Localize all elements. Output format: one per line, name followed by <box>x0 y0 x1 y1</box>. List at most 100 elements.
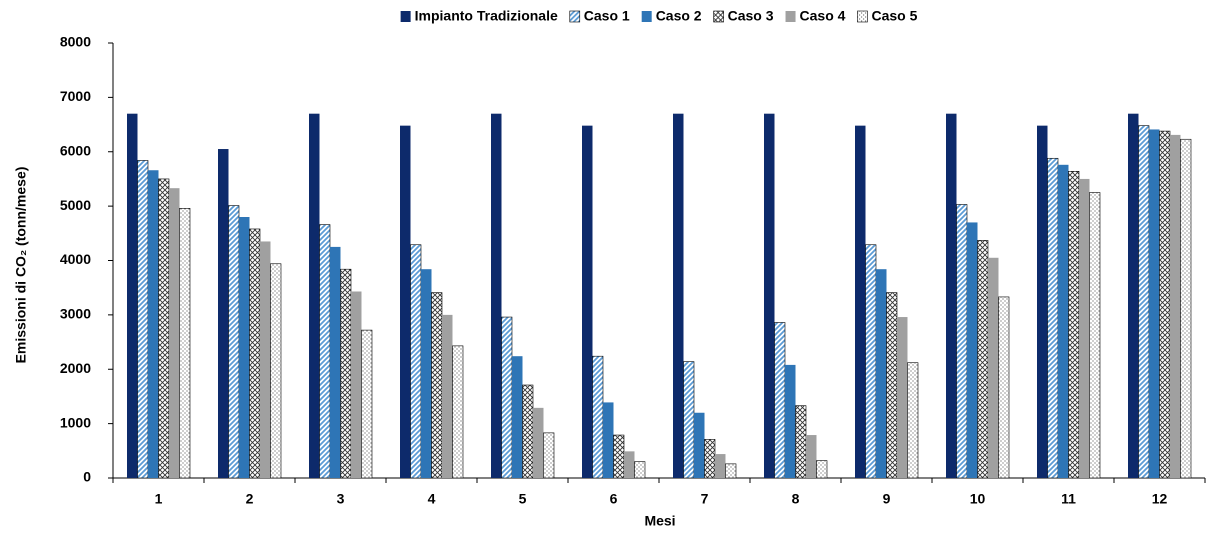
bar <box>956 204 968 479</box>
bar <box>1058 164 1069 479</box>
bar <box>218 149 229 478</box>
y-tick-label: 6000 <box>60 142 91 158</box>
bar <box>351 291 362 478</box>
bar <box>876 269 887 478</box>
bar <box>1138 125 1150 479</box>
bar <box>319 224 331 479</box>
bar <box>431 292 443 479</box>
legend-label: Caso 2 <box>656 8 702 24</box>
bar <box>855 125 866 479</box>
y-tick-label: 4000 <box>60 251 91 267</box>
bar <box>1037 125 1048 479</box>
bar <box>865 244 877 479</box>
bar <box>239 217 250 478</box>
bar <box>543 432 555 479</box>
bar <box>270 263 282 479</box>
legend-label: Caso 3 <box>728 8 774 24</box>
legend-swatch <box>785 11 796 22</box>
bar <box>725 463 737 479</box>
legend-label: Caso 5 <box>871 8 917 24</box>
bar <box>249 228 261 479</box>
bar <box>785 364 796 478</box>
legend-swatch <box>569 10 581 23</box>
bar <box>491 113 502 478</box>
bar <box>592 355 604 479</box>
y-tick-label: 2000 <box>60 360 91 376</box>
bar <box>673 113 684 478</box>
bar <box>897 317 908 478</box>
legend-swatch <box>400 11 411 22</box>
bar <box>421 269 432 478</box>
y-axis-label: Emissioni di CO₂ (tonn/mese) <box>13 167 29 364</box>
bar <box>907 362 919 479</box>
bar <box>522 384 534 479</box>
x-tick-label: 4 <box>428 491 436 507</box>
bar <box>603 402 614 478</box>
legend-swatch <box>713 10 724 23</box>
bar <box>1079 178 1090 478</box>
bar <box>694 412 705 478</box>
x-tick-label: 6 <box>610 491 618 507</box>
bar <box>624 451 635 478</box>
bar <box>452 345 464 479</box>
x-tick-label: 8 <box>792 491 800 507</box>
bar <box>683 361 695 479</box>
bar <box>260 241 271 478</box>
x-tick-label: 2 <box>246 491 254 507</box>
bar <box>988 257 999 478</box>
bar <box>634 461 646 479</box>
bar <box>169 188 180 478</box>
legend-swatch <box>641 11 652 22</box>
bar <box>512 356 523 478</box>
bar <box>977 240 989 479</box>
y-tick-label: 7000 <box>60 88 91 104</box>
bar <box>806 435 817 478</box>
bar <box>613 434 625 479</box>
bar <box>946 113 957 478</box>
bar <box>127 113 138 478</box>
legend-label: Impianto Tradizionale <box>415 8 558 24</box>
bar <box>158 178 170 479</box>
legend: Impianto Tradizionale Caso 1 Caso 2 Caso 3 C… <box>400 8 918 24</box>
y-tick-label: 3000 <box>60 306 91 322</box>
bar <box>715 454 726 478</box>
legend-swatch <box>857 10 868 23</box>
legend-label: Caso 1 <box>584 8 630 24</box>
x-tick-label: 11 <box>1061 491 1076 507</box>
bar <box>533 407 544 478</box>
bar <box>774 322 786 479</box>
x-axis-label: Mesi <box>644 513 675 529</box>
bar <box>148 170 159 479</box>
x-tick-label: 10 <box>970 491 986 507</box>
x-tick-label: 12 <box>1152 491 1168 507</box>
bar <box>340 268 352 479</box>
bar <box>1089 192 1101 479</box>
bar <box>442 314 453 478</box>
bar <box>228 205 240 479</box>
x-tick-label: 7 <box>701 491 709 507</box>
y-tick-label: 1000 <box>60 414 91 430</box>
bar <box>501 316 513 479</box>
bar <box>967 222 978 478</box>
bar <box>1128 113 1139 478</box>
bar <box>361 329 373 479</box>
x-tick-label: 1 <box>155 491 163 507</box>
legend-label: Caso 4 <box>800 8 846 24</box>
bar <box>1068 171 1080 479</box>
bar <box>400 125 411 479</box>
bar <box>1047 157 1059 479</box>
x-tick-label: 9 <box>883 491 891 507</box>
y-tick-label: 8000 <box>60 34 91 50</box>
bar <box>886 292 898 479</box>
bar <box>764 113 775 478</box>
y-tick-label: 5000 <box>60 197 91 213</box>
bar <box>137 160 149 479</box>
x-tick-label: 5 <box>519 491 527 507</box>
bar <box>795 405 807 479</box>
bar <box>1159 130 1171 479</box>
x-tick-label: 3 <box>337 491 345 507</box>
bar <box>410 244 422 479</box>
y-tick-label: 0 <box>83 469 91 485</box>
bar <box>179 208 191 479</box>
